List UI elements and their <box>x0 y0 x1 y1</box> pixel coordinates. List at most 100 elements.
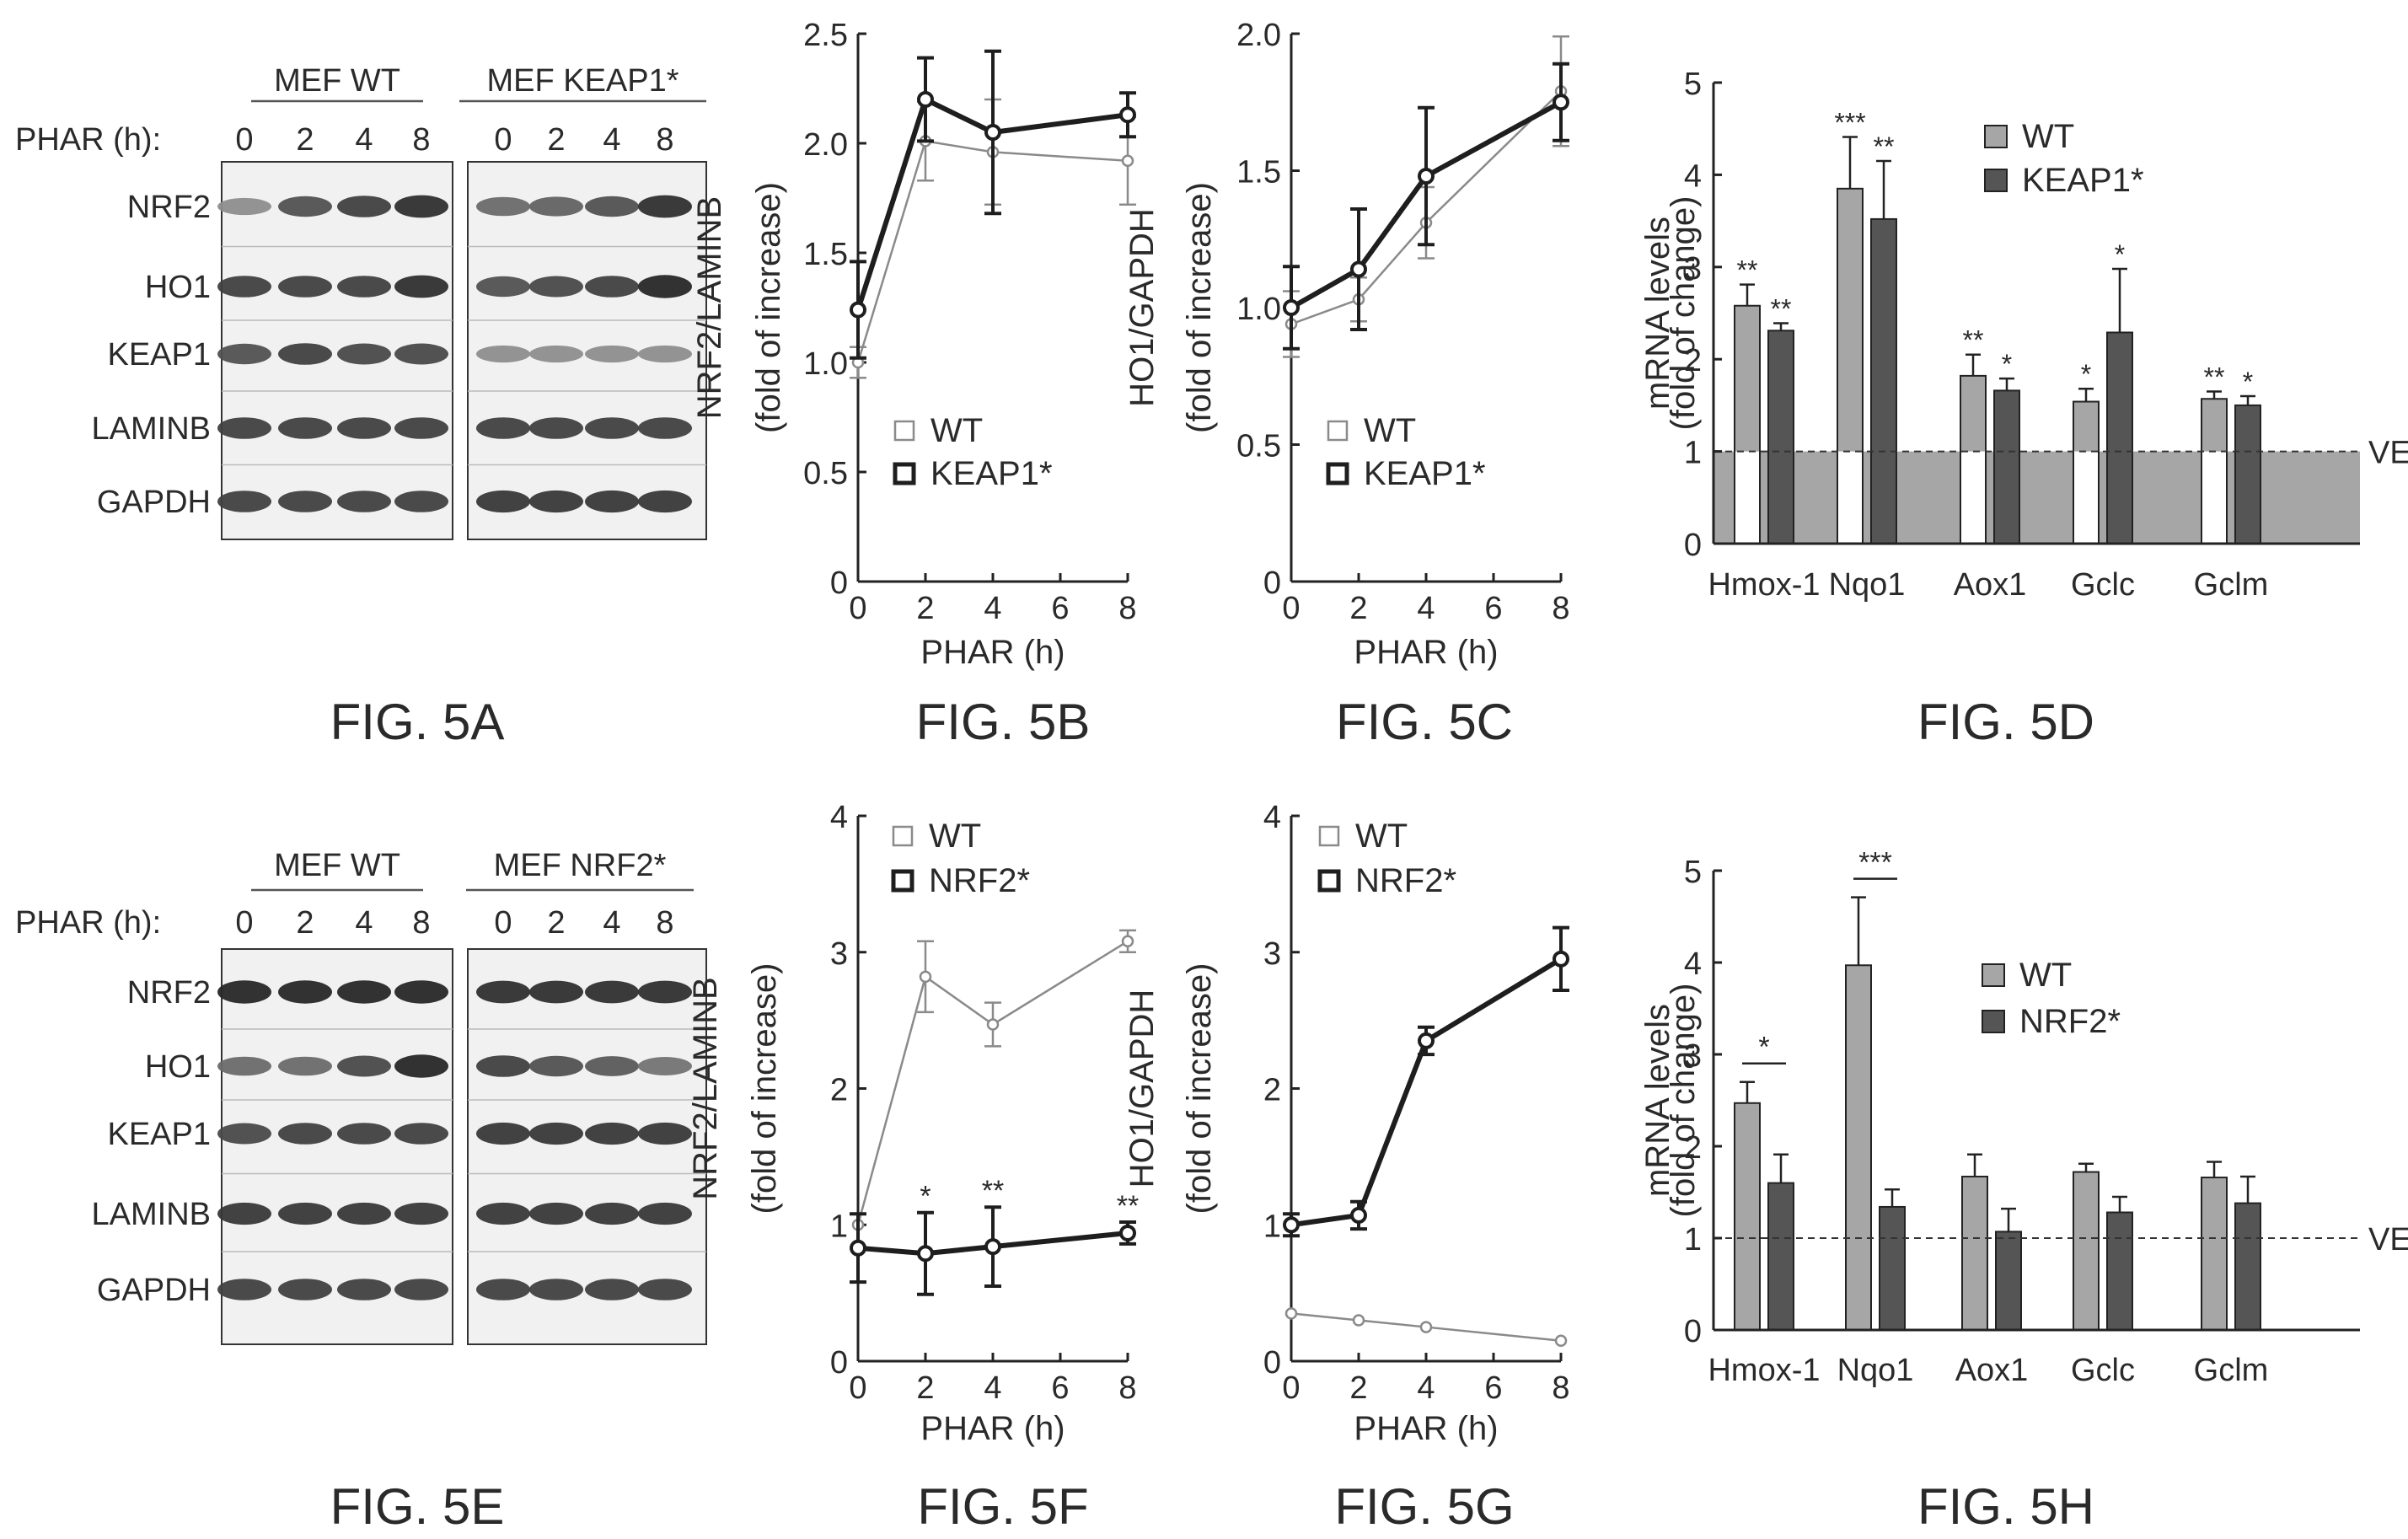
legend-label: WT <box>930 412 983 449</box>
data-point <box>1283 1216 1300 1234</box>
y-tick-label: 0 <box>830 1345 848 1381</box>
blot-row-label: NRF2 <box>127 975 211 1011</box>
y-axis-label: (fold of change) <box>1665 196 1702 431</box>
blot-row-label: KEAP1 <box>107 1117 211 1152</box>
data-point <box>986 1018 1000 1031</box>
legend-swatch <box>1984 169 2008 192</box>
x-axis-label: PHAR (h) <box>920 634 1065 671</box>
reference-label: VEH <box>2368 436 2408 471</box>
legend-label: NRF2* <box>929 862 1030 899</box>
legend-swatch <box>893 420 915 442</box>
protein-band <box>217 980 271 1004</box>
line-chart: 0 1 2 3 4 0 2 4 6 8 PHAR (h) NRF2/LAMINB (fold of in… <box>687 800 1139 1535</box>
data-point <box>1121 935 1134 948</box>
figure-caption: FIG. 5G <box>1334 1478 1514 1535</box>
protein-band <box>529 1279 583 1300</box>
y-tick-label: 3 <box>1684 1038 1702 1074</box>
y-tick-label: 3 <box>830 936 848 972</box>
y-axis-label: (fold of increase) <box>750 182 787 433</box>
protein-band <box>476 980 530 1004</box>
data-point <box>1419 1321 1433 1333</box>
lane-time-label: 2 <box>547 905 565 941</box>
protein-band <box>278 276 332 298</box>
reference-shading <box>1713 451 2360 544</box>
y-tick-label: 1.0 <box>803 346 848 382</box>
series-line <box>1290 1312 1562 1342</box>
series-line <box>856 139 1129 363</box>
protein-band <box>585 417 639 439</box>
bar-base-window <box>1961 451 1985 543</box>
protein-band <box>217 417 271 439</box>
protein-band <box>585 1122 639 1145</box>
protein-band <box>394 1202 448 1225</box>
bar <box>1734 1102 1761 1332</box>
lane-time-label: 8 <box>412 122 430 158</box>
y-tick-label: 2.0 <box>1236 18 1281 53</box>
protein-band <box>529 345 583 363</box>
legend-swatch <box>1326 462 1349 485</box>
y-tick-label: 0 <box>1263 1345 1281 1381</box>
y-tick-label: 4 <box>1684 158 1702 194</box>
y-axis-label: (fold of increase) <box>1181 963 1218 1215</box>
protein-band <box>394 275 448 298</box>
bar <box>1879 1205 1906 1331</box>
x-tick-label: 4 <box>984 1370 1001 1406</box>
y-axis-label: mRNA levels <box>1639 1004 1676 1197</box>
protein-band <box>337 276 391 298</box>
protein-band <box>638 1279 692 1300</box>
line-chart: 0 0.5 1.0 1.5 2.0 0 2 4 6 8 PHAR (h) HO1/GAPDH (fold… <box>1124 18 1570 750</box>
protein-band <box>278 491 332 512</box>
protein-band <box>278 1279 332 1300</box>
y-tick-label: 1 <box>1684 1222 1702 1257</box>
protein-band <box>585 196 639 217</box>
blot-group-title: MEF NRF2* <box>494 848 667 883</box>
protein-band <box>394 1054 448 1078</box>
data-point <box>1418 168 1435 185</box>
y-tick-label: 2.0 <box>803 127 848 163</box>
significance-label: *** <box>1834 108 1865 138</box>
protein-band <box>217 1279 271 1300</box>
protein-band <box>476 1055 530 1077</box>
bar <box>2106 1211 2133 1331</box>
y-tick-label: 0.5 <box>1236 429 1281 464</box>
protein-band <box>638 1202 692 1225</box>
protein-band <box>529 276 583 298</box>
series-line <box>1290 99 1563 310</box>
x-tick-label: 8 <box>1552 1370 1569 1406</box>
bar <box>1767 1182 1794 1331</box>
bar <box>2106 331 2133 544</box>
data-point <box>917 91 934 108</box>
y-tick-label: 2 <box>1684 343 1702 378</box>
y-tick-label: 2 <box>1684 1130 1702 1166</box>
figure-caption: FIG. 5F <box>917 1478 1088 1535</box>
bar <box>2201 1177 2228 1332</box>
y-tick-label: 0 <box>1684 1314 1702 1349</box>
bar <box>1845 964 1872 1332</box>
data-point <box>1119 106 1136 124</box>
protein-band <box>337 1123 391 1145</box>
significance-label: ** <box>2204 362 2225 392</box>
protein-band <box>476 490 530 513</box>
protein-band <box>278 1202 332 1225</box>
category-label: Gclm <box>2194 567 2269 603</box>
data-point <box>919 970 932 984</box>
significance-label: * <box>2002 349 2012 379</box>
x-tick-label: 0 <box>1282 591 1300 626</box>
x-tick-label: 6 <box>1051 591 1069 626</box>
legend-swatch <box>891 869 914 893</box>
y-axis-label: HO1/GAPDH <box>1124 208 1161 407</box>
data-point <box>1418 1032 1435 1049</box>
data-point <box>1352 1314 1365 1327</box>
blot-group-title: MEF KEAP1* <box>486 63 678 99</box>
data-point <box>1350 260 1367 278</box>
y-tick-label: 4 <box>1684 946 1702 982</box>
protein-band <box>217 276 271 298</box>
data-point <box>1553 94 1569 111</box>
significance-label: * <box>2115 239 2125 270</box>
significance-label: ** <box>1874 131 1895 162</box>
significance-label: * <box>2081 359 2091 389</box>
bar <box>2234 1202 2261 1331</box>
y-tick-label: 4 <box>830 800 848 835</box>
protein-band <box>217 1123 271 1145</box>
